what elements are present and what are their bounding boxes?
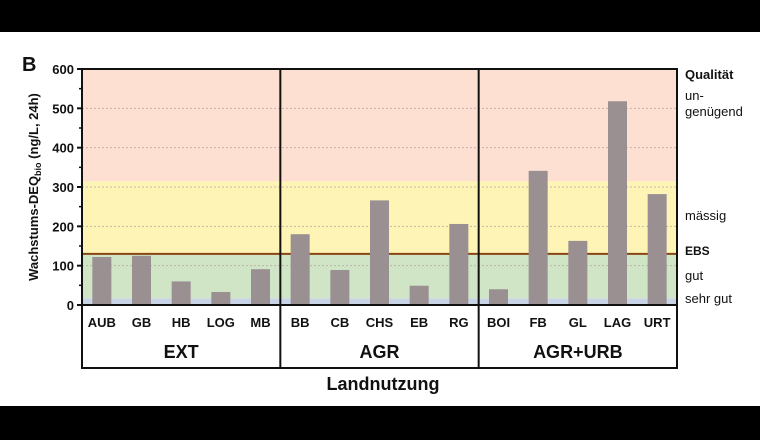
bar-chart: AUB GB HB LOG MB EXT BB CB CHS EB RG AGR BOI FB GL LAG U… [22, 54, 743, 394]
y-tick-label: 200 [52, 219, 74, 234]
bar-eb [409, 285, 429, 305]
bar-hb [171, 281, 191, 305]
category-label: FB [529, 315, 546, 330]
category-label: MB [250, 315, 270, 330]
bar-gl [568, 240, 588, 305]
panel-label: B [22, 54, 36, 76]
bar-gb [132, 255, 151, 305]
bar-boi [489, 289, 508, 305]
bar-fb [528, 170, 548, 305]
y-tick-label: 0 [67, 298, 74, 313]
category-label: AUB [88, 315, 116, 330]
quality-label: sehr gut [685, 291, 732, 306]
x-axis-label: Landnutzung [327, 374, 440, 394]
quality-label: mässig [685, 208, 726, 223]
category-label: RG [449, 315, 469, 330]
quality-label: un- [685, 88, 704, 103]
category-label: LOG [207, 315, 235, 330]
y-axis-label: Wachstums-DEQbio (ng/L, 24h) [26, 93, 43, 281]
bar-lag [608, 101, 627, 306]
category-label: HB [172, 315, 191, 330]
quality-title: Qualität [685, 67, 734, 82]
quality-label: gut [685, 268, 703, 283]
category-label: BB [291, 315, 310, 330]
plot-frame [81, 68, 678, 369]
quality-band [82, 69, 677, 182]
bar-chs [370, 200, 389, 305]
quality-label: genügend [685, 104, 743, 119]
category-label: GB [132, 315, 152, 330]
group-label: AGR [360, 342, 400, 362]
bar-urt [647, 194, 667, 305]
bar-rg [449, 223, 469, 305]
bar-cb [330, 269, 350, 305]
group-label: AGR+URB [533, 342, 623, 362]
y-tick-label: 300 [52, 180, 74, 195]
category-label: BOI [487, 315, 510, 330]
category-label: CB [330, 315, 349, 330]
y-tick-label: 500 [52, 101, 74, 116]
y-tick-label: 100 [52, 259, 74, 274]
category-label: URT [644, 315, 671, 330]
category-label: CHS [366, 315, 394, 330]
bar-aub [92, 257, 112, 305]
category-label: LAG [604, 315, 631, 330]
quality-label: EBS [685, 244, 710, 258]
category-label: GL [569, 315, 587, 330]
y-tick-label: 600 [52, 62, 74, 77]
bar-mb [251, 269, 270, 305]
bar-log [211, 292, 231, 305]
category-label: EB [410, 315, 428, 330]
bar-bb [290, 234, 310, 305]
group-label: EXT [164, 342, 199, 362]
chart-canvas: AUB GB HB LOG MB EXT BB CB CHS EB RG AGR BOI FB GL LAG U… [0, 32, 760, 406]
y-tick-label: 400 [52, 141, 74, 156]
